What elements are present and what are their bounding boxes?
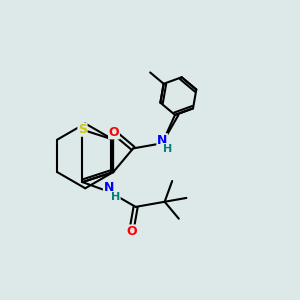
Text: N: N bbox=[103, 181, 114, 194]
Text: O: O bbox=[109, 126, 119, 139]
Text: S: S bbox=[78, 123, 87, 136]
Text: N: N bbox=[157, 134, 167, 147]
Text: H: H bbox=[163, 144, 172, 154]
Text: O: O bbox=[126, 225, 136, 238]
Text: H: H bbox=[111, 193, 120, 202]
